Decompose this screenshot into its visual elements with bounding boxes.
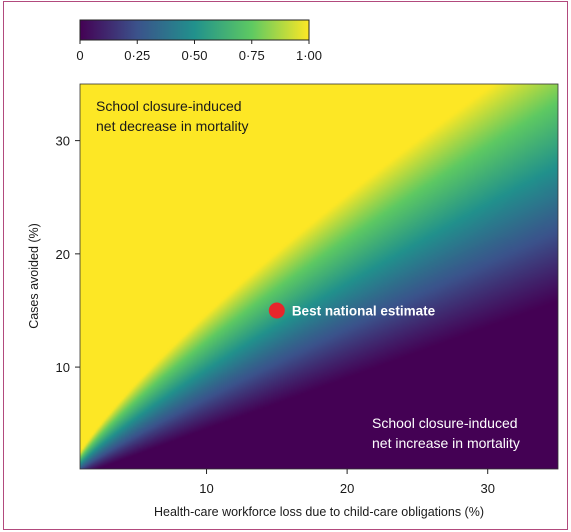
colorbar-tick-label: 0	[76, 48, 83, 63]
region-label-increase-line2: net increase in mortality	[372, 435, 520, 451]
best-estimate-point	[268, 302, 285, 319]
region-label-decrease-line2: net decrease in mortality	[96, 118, 249, 134]
colorbar-tick-label: 0·25	[124, 48, 150, 63]
colorbar-tick-label: 0·75	[239, 48, 265, 63]
colorbar-tick-label: 0·50	[181, 48, 207, 63]
x-tick-label: 20	[340, 481, 354, 496]
colorbar	[79, 19, 310, 41]
y-tick-label: 30	[56, 134, 70, 149]
y-tick-label: 20	[56, 247, 70, 262]
y-tick-label: 10	[56, 360, 70, 375]
heatmap-image	[80, 84, 558, 469]
x-tick-label: 10	[199, 481, 213, 496]
y-axis-label: Cases avoided (%)	[27, 223, 41, 329]
region-label-increase-line1: School closure-induced	[372, 415, 518, 431]
figure-frame	[3, 1, 568, 530]
plot-area-border	[79, 83, 559, 470]
x-axis-label: Health-care workforce loss due to child-…	[154, 505, 484, 519]
colorbar-tick-label: 1·00	[296, 48, 322, 63]
region-label-decrease-line1: School closure-induced	[96, 98, 242, 114]
x-tick-label: 30	[480, 481, 494, 496]
best-estimate-label: Best national estimate	[292, 303, 436, 318]
